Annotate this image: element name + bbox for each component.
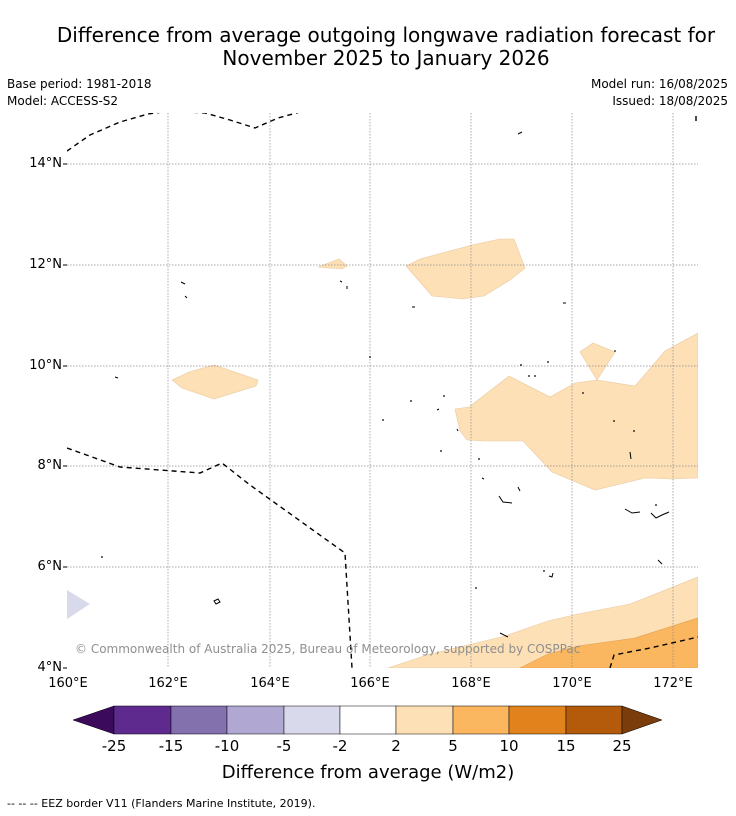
title-line-2: November 2025 to January 2026 [222,46,550,70]
small-islands [101,356,657,589]
colorbar-segment [508,705,567,735]
anomaly-region-2to5-west [171,364,259,400]
colorbar-tick: -15 [158,737,184,755]
lat-label: 4°N [37,660,63,675]
colorbar-label: Difference from average (W/m2) [221,762,515,783]
lon-label: 160°E [48,676,88,691]
colorbar-segment [339,705,397,735]
title-line-1: Difference from average outgoing longwav… [56,23,716,47]
lat-label: 6°N [37,559,63,574]
colorbar-arrow-low [72,705,115,735]
colorbar-segment [113,705,172,735]
eez-borders [67,113,698,668]
map-plot-area [67,113,698,668]
lat-label: 14°N [29,156,62,171]
colorbar-tick: 25 [612,737,632,755]
colorbar-tick: -2 [332,737,348,755]
island-outlines [114,131,670,638]
base-period: Base period: 1981-2018 [7,77,152,91]
anomaly-region-2to5-north [317,258,348,270]
colorbar-tick: 15 [556,737,576,755]
colorbar-tick: 5 [448,737,458,755]
anomaly-region-2to5-east [454,332,698,491]
model-name: Model: ACCESS-S2 [7,94,119,108]
colorbar-segment [283,705,341,735]
colorbar-tick: 2 [391,737,401,755]
colorbar-tick: 10 [499,737,519,755]
colorbar-tick: -25 [101,737,127,755]
colorbar-segment [395,705,454,735]
lon-label: 172°E [653,676,693,691]
lon-label: 162°E [148,676,188,691]
lon-label: 170°E [552,676,592,691]
eez-border-note: -- -- -- EEZ border V11 (Flanders Marine… [7,797,316,810]
lon-label: 168°E [451,676,491,691]
colorbar-segment [565,705,623,735]
colorbar-segment [226,705,285,735]
colorbar-arrow-high [621,705,663,735]
lat-label: 12°N [29,257,62,272]
anomaly-region-2to5-small [579,342,616,381]
lon-label: 164°E [250,676,290,691]
lat-label: 10°N [29,358,62,373]
issued-date: Issued: 18/08/2025 [612,94,728,108]
colorbar-segment [452,705,510,735]
anomaly-region-5to10-south [519,617,698,668]
anomaly-region-neg2to-5 [67,590,90,619]
axis-ticks [63,163,67,669]
lon-label: 166°E [350,676,390,691]
colorbar-segment [170,705,228,735]
colorbar [72,705,663,735]
model-run: Model run: 16/08/2025 [590,77,728,91]
colorbar-tick: -10 [214,737,240,755]
map-gridlines [67,113,698,668]
lat-label: 8°N [37,458,63,473]
copyright-notice: © Commonwealth of Australia 2025, Bureau… [75,642,581,656]
anomaly-region-2to5-north-central [405,238,526,300]
colorbar-tick: -5 [276,737,292,755]
